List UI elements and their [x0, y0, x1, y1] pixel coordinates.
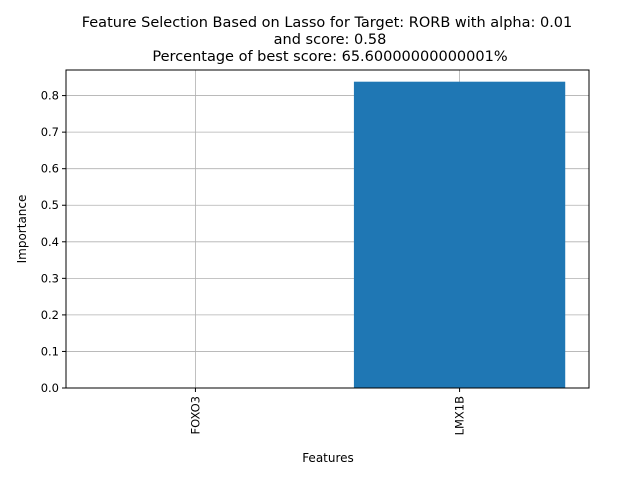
chart-title-line-3: Percentage of best score: 65.60000000000…	[152, 49, 507, 65]
y-tick-label: 0.0	[41, 381, 59, 395]
y-tick-label: 0.8	[41, 89, 59, 103]
y-tick-label: 0.6	[41, 162, 59, 176]
y-axis-ticks: 0.0 0.1 0.2 0.3 0.4 0.5 0.6 0.7 0.8	[41, 89, 66, 395]
y-tick-label: 0.1	[41, 344, 59, 358]
bar-lmx1b	[353, 81, 566, 389]
x-axis-ticks: FOXO3 LMX1B	[188, 388, 467, 436]
bars	[353, 81, 566, 389]
y-tick-label: 0.2	[41, 308, 59, 322]
y-tick-label: 0.7	[41, 125, 59, 139]
y-tick-label: 0.5	[41, 198, 59, 212]
y-axis-label: Importance	[15, 195, 29, 264]
chart-title-line-2: and score: 0.58	[274, 32, 387, 48]
x-tick-label-lmx1b: LMX1B	[453, 396, 467, 436]
chart-title-line-1: Feature Selection Based on Lasso for Tar…	[82, 15, 573, 31]
y-tick-label: 0.3	[41, 271, 59, 285]
plot-frame	[65, 69, 590, 389]
x-tick-label-foxo3: FOXO3	[188, 396, 202, 434]
y-tick-label: 0.4	[41, 235, 59, 249]
x-axis-label: Features	[302, 451, 354, 465]
